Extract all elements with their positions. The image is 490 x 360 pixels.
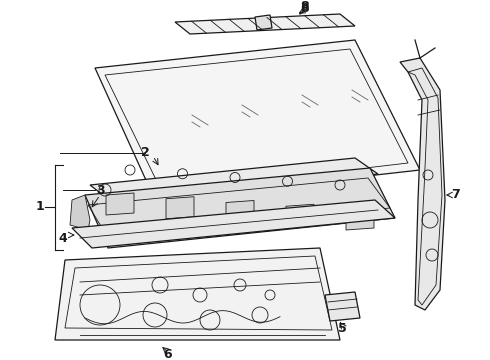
- Polygon shape: [90, 158, 378, 202]
- Polygon shape: [85, 168, 395, 248]
- Text: 8: 8: [301, 1, 309, 14]
- Polygon shape: [72, 200, 395, 248]
- Text: 5: 5: [338, 321, 346, 334]
- Polygon shape: [95, 40, 420, 200]
- Polygon shape: [255, 15, 272, 30]
- Text: 3: 3: [96, 184, 104, 197]
- Polygon shape: [106, 193, 134, 215]
- Text: 6: 6: [164, 348, 172, 360]
- Polygon shape: [226, 201, 254, 222]
- Text: 1: 1: [36, 201, 45, 213]
- Polygon shape: [346, 208, 374, 230]
- Polygon shape: [70, 195, 90, 230]
- Text: 7: 7: [451, 189, 460, 202]
- Polygon shape: [400, 58, 445, 310]
- Polygon shape: [325, 292, 360, 321]
- Polygon shape: [166, 197, 194, 219]
- Polygon shape: [55, 248, 340, 340]
- Text: 4: 4: [59, 231, 68, 244]
- Text: 8: 8: [301, 0, 309, 13]
- Polygon shape: [286, 204, 314, 226]
- Polygon shape: [175, 14, 355, 34]
- Text: 2: 2: [141, 147, 149, 159]
